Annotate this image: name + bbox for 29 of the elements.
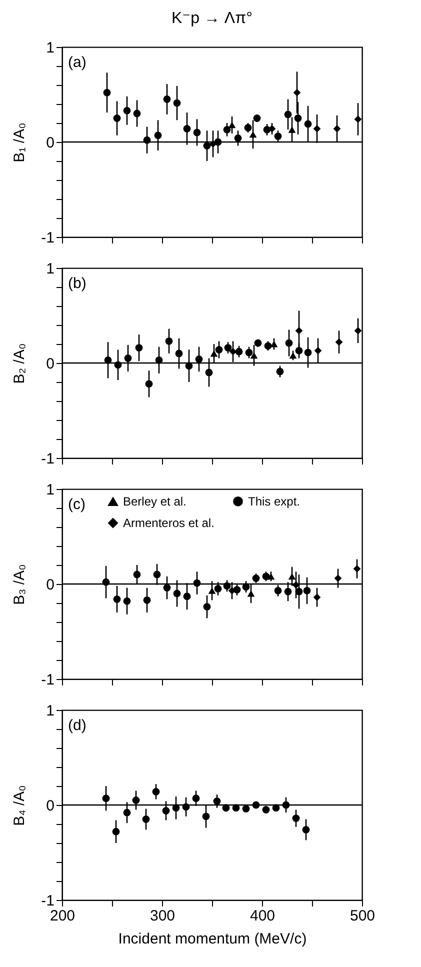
legend-label: Armenteros et al.	[123, 516, 214, 530]
y-tick-label: 1	[46, 482, 54, 498]
y-tick-label: -1	[41, 672, 54, 688]
y-tick-label: 1	[46, 260, 54, 278]
x-axis-title: Incident momentum (MeV/c)	[118, 930, 307, 948]
y-axis-title: B₁ /A₀	[11, 122, 28, 162]
legend-label: This expt.	[248, 494, 300, 508]
y-tick-label: 0	[46, 134, 54, 152]
y-tick-label: 1	[46, 40, 54, 56]
annotation: (c)	[68, 496, 86, 513]
chart-title: K⁻p → Λπ°	[171, 10, 253, 27]
y-tick-label: -1	[41, 230, 54, 246]
y-axis-title: B₃ /A₀	[11, 564, 28, 605]
y-tick-label: 0	[46, 576, 54, 594]
legend-label: Berley et al.	[123, 494, 186, 509]
y-tick-label: -1	[41, 892, 54, 910]
x-tick-label: 400	[250, 908, 276, 924]
x-tick-label: 500	[350, 908, 376, 924]
annotation: (d)	[68, 717, 86, 734]
y-tick-label: 0	[46, 356, 54, 372]
y-tick-label: 0	[46, 798, 54, 814]
annotation: (b)	[68, 275, 86, 292]
y-tick-label: 1	[46, 702, 54, 720]
y-tick-label: -1	[41, 450, 54, 468]
x-tick-label: 300	[150, 908, 176, 924]
y-axis-title: B₄ /A₀	[11, 785, 28, 826]
annotation: (a)	[68, 54, 86, 71]
x-tick-label: 200	[50, 908, 76, 924]
y-axis-title: B₂ /A₀	[11, 343, 28, 384]
